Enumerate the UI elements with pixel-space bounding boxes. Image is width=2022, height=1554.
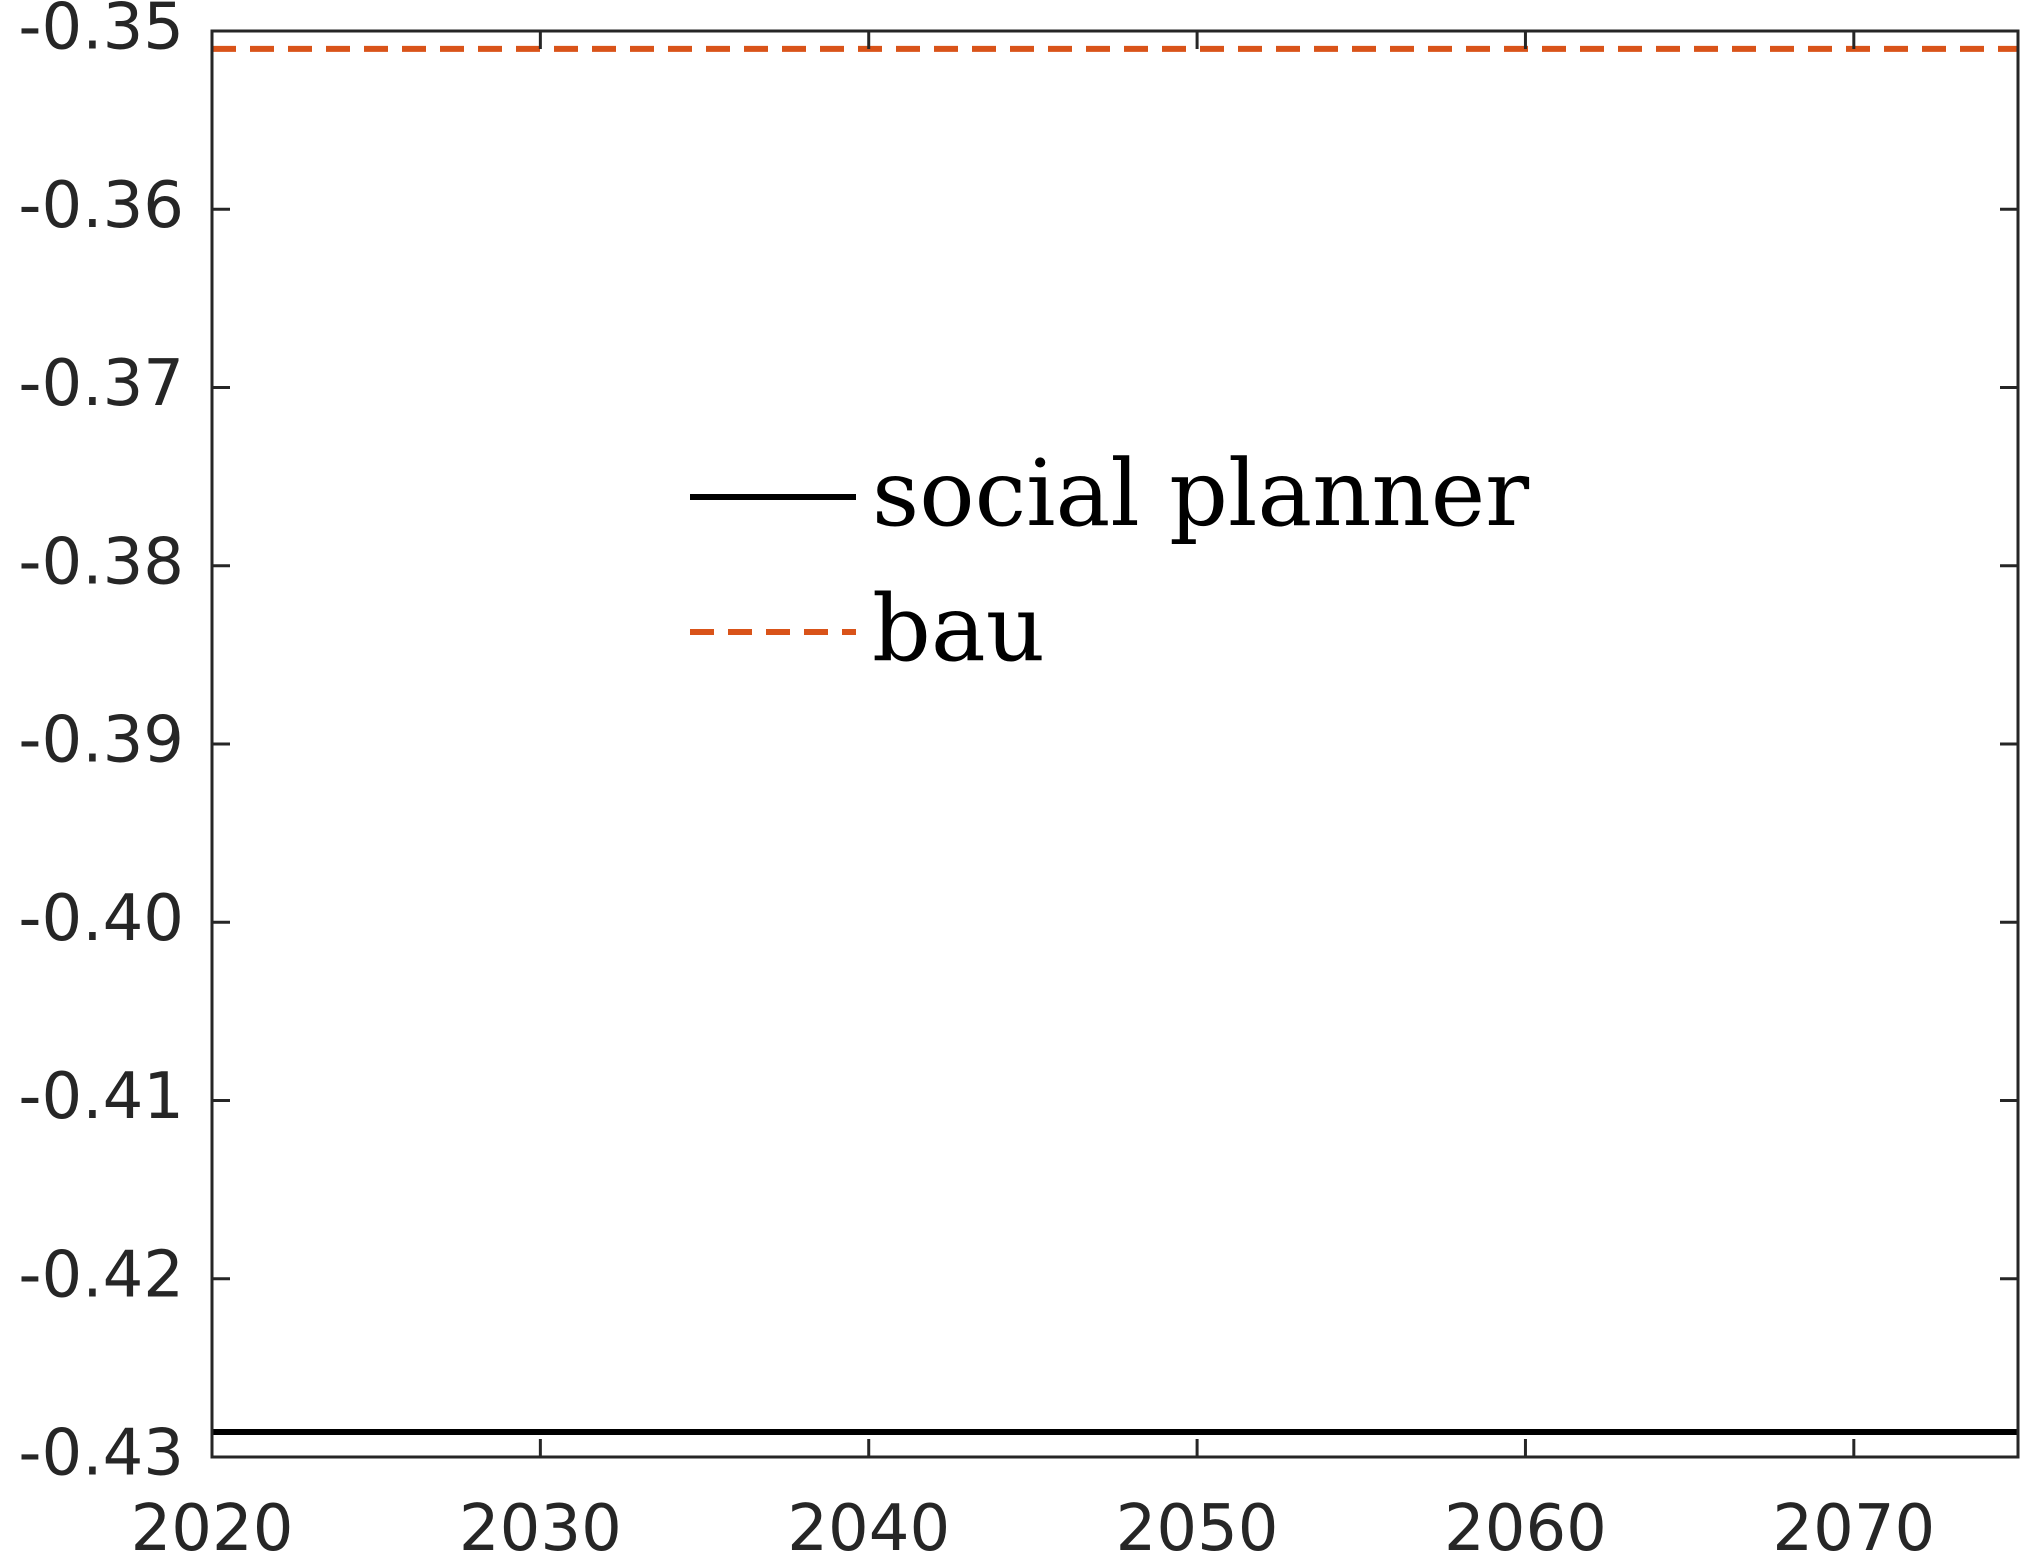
y-tick-label-2: -0.37 <box>18 347 184 421</box>
y-tick-label-1: -0.36 <box>18 169 184 243</box>
legend: social planner bau <box>690 440 1529 682</box>
legend-label-1: bau <box>872 575 1045 682</box>
y-tick-label-6: -0.41 <box>18 1060 184 1134</box>
axes-box <box>210 29 2020 1459</box>
y-tick-label-3: -0.38 <box>18 525 184 599</box>
y-tick-label-7: -0.42 <box>18 1238 184 1312</box>
series-layer <box>212 45 2018 1436</box>
x-tick-label-1: 2030 <box>459 1492 622 1554</box>
x-tick-labels: 2020 2030 2040 2050 2060 2070 <box>131 1492 1936 1554</box>
x-tick-label-3: 2050 <box>1116 1492 1279 1554</box>
x-tick-label-4: 2060 <box>1444 1492 1607 1554</box>
y-tick-label-5: -0.40 <box>18 882 184 956</box>
y-tick-label-0: -0.35 <box>18 0 184 65</box>
x-tick-label-0: 2020 <box>131 1492 294 1554</box>
x-tick-label-5: 2070 <box>1772 1492 1935 1554</box>
x-tick-label-2: 2040 <box>787 1492 950 1554</box>
legend-label-0: social planner <box>872 440 1529 547</box>
y-tick-labels: -0.35 -0.36 -0.37 -0.38 -0.39 -0.40 -0.41 -0.42… <box>18 0 184 1491</box>
y-tick-label-4: -0.39 <box>18 704 184 778</box>
y-tick-label-8: -0.43 <box>18 1417 184 1491</box>
